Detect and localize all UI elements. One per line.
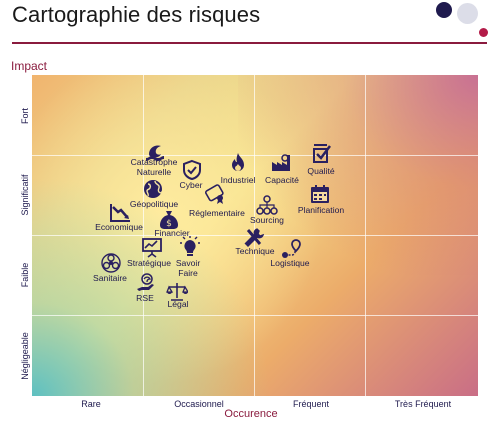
fire-icon [227, 151, 249, 173]
risk-label-logistique: Logistique [270, 258, 310, 268]
title-divider [12, 42, 487, 44]
risk-label-legal: Légal [167, 299, 189, 309]
risk-label-financier: Financier [154, 228, 190, 238]
risk-label-sourcing: Sourcing [250, 215, 284, 225]
risk-label-capacite: Capacité [265, 175, 299, 185]
money-bag-icon: $ [158, 208, 180, 230]
grid-line-h3 [32, 315, 478, 316]
x-level-tres-frequent: Très Fréquent [394, 399, 452, 409]
y-level-faible: Faible [20, 262, 30, 288]
risk-label-planification: Planification [297, 205, 345, 215]
risk-label-catastrophe-naturelle: Catastrophe Naturelle [130, 157, 178, 177]
risk-label-rse: RSE [136, 293, 154, 303]
risk-label-technique: Technique [235, 246, 275, 256]
wave-icon [144, 141, 166, 163]
network-icon [256, 194, 278, 216]
checkbox-icon [311, 143, 333, 165]
x-axis-title: Occurence [224, 408, 278, 420]
risk-label-savoir-faire: Savoir Faire [175, 258, 201, 278]
globe-icon [142, 178, 164, 200]
risk-label-geopolitique: Géopolitique [129, 199, 179, 209]
risk-label-qualite: Qualité [307, 166, 335, 176]
grid-line-v1 [143, 75, 144, 396]
shield-icon [181, 159, 203, 181]
logo-dot-3 [479, 28, 488, 37]
eco-hand-icon [135, 271, 157, 293]
risk-label-sanitaire: Sanitaire [93, 273, 127, 283]
risk-label-cyber: Cyber [179, 180, 203, 190]
lightbulb-icon [179, 236, 201, 258]
y-level-negligeable: Négligeable [20, 332, 30, 380]
risk-label-economique: Economique [95, 222, 143, 232]
presentation-icon [141, 236, 163, 258]
calendar-icon [309, 183, 331, 205]
x-level-occasionnel: Occasionnel [174, 399, 224, 409]
y-level-fort: Fort [20, 107, 30, 125]
logo-dot-2 [457, 3, 478, 24]
x-level-rare: Rare [81, 399, 101, 409]
grid-line-h1 [32, 155, 478, 156]
factory-icon [270, 151, 292, 173]
risk-label-reglementaire: Réglementaire [189, 208, 245, 218]
page-title: Cartographie des risques [12, 2, 261, 27]
x-level-frequent: Fréquent [292, 399, 330, 409]
y-axis-title: Impact [11, 59, 48, 73]
risk-label-strategique: Stratégique [127, 258, 171, 268]
risk-label-industriel: Industriel [220, 175, 256, 185]
logo-dot-1 [436, 2, 452, 18]
svg-text:$: $ [166, 219, 172, 229]
chart-down-icon [109, 201, 131, 223]
scales-icon [166, 280, 188, 302]
y-level-significatif: Significatif [20, 174, 30, 216]
diploma-icon [205, 183, 227, 205]
tools-icon [242, 226, 264, 248]
biohazard-icon [100, 252, 122, 274]
grid-line-v3 [365, 75, 366, 396]
route-icon [280, 238, 302, 260]
